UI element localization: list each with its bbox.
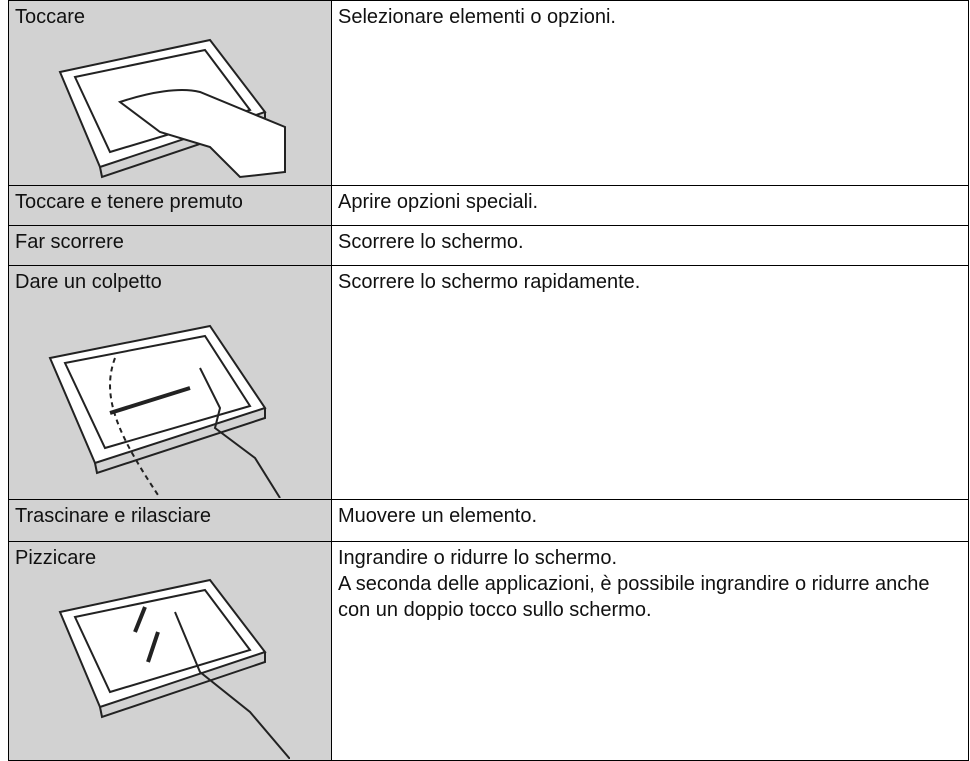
pinch-illustration: [58, 578, 290, 759]
tap-illustration: [58, 38, 286, 179]
description-text: Scorrere lo schermo.: [338, 231, 524, 253]
description-text: Aprire opzioni speciali.: [338, 191, 539, 213]
description-cell: Ingrandire o ridurre lo schermo. A second…: [331, 541, 969, 761]
description-cell: Scorrere lo schermo.: [331, 225, 969, 266]
description-text: Muovere un elemento.: [338, 505, 538, 527]
description-text: Scorrere lo schermo rapidamente.: [338, 271, 641, 293]
description-text: Selezionare elementi o opzioni.: [338, 6, 616, 28]
gesture-table: Toccare Selezionare elementi o opzioni. To…: [8, 0, 969, 761]
description-cell: Aprire opzioni speciali.: [331, 185, 969, 226]
description-cell: Scorrere lo schermo rapidamente.: [331, 265, 969, 500]
gesture-cell: Toccare e tenere premuto: [8, 185, 332, 226]
description-text: Ingrandire o ridurre lo schermo.: [338, 547, 618, 569]
description-text: A seconda delle applicazioni, è possibil…: [338, 573, 930, 621]
gesture-cell: Trascinare e rilasciare: [8, 499, 332, 542]
description-cell: Muovere un elemento.: [331, 499, 969, 542]
flick-illustration: [48, 324, 281, 498]
description-cell: Selezionare elementi o opzioni.: [331, 0, 969, 186]
gesture-cell: Far scorrere: [8, 225, 332, 266]
